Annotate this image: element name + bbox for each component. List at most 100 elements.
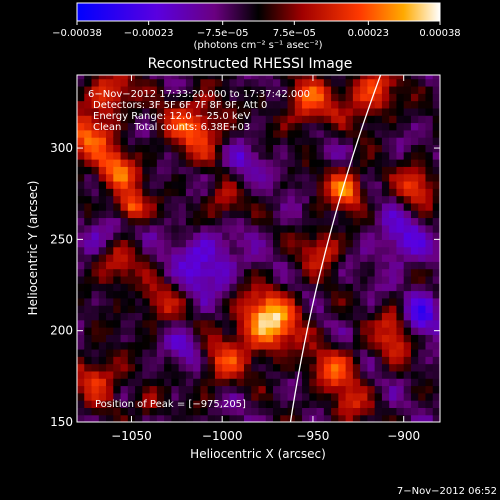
heatmap-cell bbox=[432, 348, 440, 357]
heatmap-cell bbox=[193, 378, 202, 387]
heatmap-cell bbox=[156, 100, 165, 109]
heatmap-cell bbox=[367, 188, 376, 197]
heatmap-cell bbox=[171, 275, 180, 284]
heatmap-cell bbox=[302, 400, 310, 408]
heatmap-cell bbox=[214, 115, 223, 124]
heatmap-cell bbox=[432, 297, 440, 306]
heatmap-cell bbox=[418, 137, 427, 145]
heatmap-cell bbox=[91, 137, 100, 145]
heatmap-cell bbox=[425, 400, 434, 408]
heatmap-cell bbox=[273, 144, 281, 153]
heatmap-cell bbox=[316, 348, 325, 357]
heatmap-cell bbox=[84, 151, 93, 160]
heatmap-cell bbox=[127, 224, 136, 233]
heatmap-cell bbox=[410, 327, 419, 335]
heatmap-cell bbox=[302, 261, 310, 270]
heatmap-cell bbox=[200, 129, 209, 138]
heatmap-cell bbox=[331, 268, 339, 277]
heatmap-cell bbox=[222, 246, 231, 255]
heatmap-cell bbox=[120, 217, 129, 226]
heatmap-cell bbox=[251, 400, 260, 408]
heatmap-cell bbox=[178, 268, 187, 277]
heatmap-cell bbox=[265, 305, 274, 314]
heatmap-cell bbox=[98, 327, 107, 335]
heatmap-cell bbox=[302, 195, 310, 204]
heatmap-cell bbox=[309, 173, 318, 182]
heatmap-cell bbox=[273, 283, 281, 292]
heatmap-cell bbox=[389, 312, 398, 321]
heatmap-cell bbox=[338, 312, 347, 321]
heatmap-cell bbox=[360, 173, 368, 182]
heatmap-cell bbox=[360, 385, 368, 394]
heatmap-cell bbox=[432, 290, 440, 299]
heatmap-cell bbox=[396, 370, 405, 379]
heatmap-cell bbox=[403, 93, 412, 102]
heatmap-cell bbox=[84, 319, 93, 328]
heatmap-cell bbox=[396, 239, 405, 248]
heatmap-cell bbox=[265, 407, 274, 416]
heatmap-cell bbox=[98, 239, 107, 248]
heatmap-cell bbox=[287, 283, 296, 292]
heatmap-cell bbox=[214, 202, 223, 211]
heatmap-cell bbox=[273, 290, 281, 299]
heatmap-cell bbox=[251, 348, 260, 357]
heatmap-cell bbox=[302, 137, 310, 145]
heatmap-cell bbox=[374, 261, 383, 270]
heatmap-cell bbox=[331, 414, 339, 422]
heatmap-cell bbox=[403, 363, 412, 372]
heatmap-cell bbox=[98, 166, 107, 175]
heatmap-cell bbox=[91, 348, 100, 357]
heatmap-cell bbox=[273, 195, 281, 204]
heatmap-cell bbox=[156, 202, 165, 211]
heatmap-cell bbox=[164, 144, 172, 153]
heatmap-cell bbox=[410, 122, 419, 131]
heatmap-cell bbox=[127, 239, 136, 248]
heatmap-cell bbox=[287, 319, 296, 328]
heatmap-cell bbox=[171, 327, 180, 335]
heatmap-cell bbox=[374, 327, 383, 335]
heatmap-cell bbox=[287, 129, 296, 138]
heatmap-cell bbox=[243, 224, 252, 233]
heatmap-cell bbox=[287, 246, 296, 255]
heatmap-cell bbox=[418, 253, 427, 262]
heatmap-cell bbox=[273, 400, 281, 408]
heatmap-cell bbox=[171, 100, 180, 109]
heatmap-cell bbox=[265, 232, 274, 240]
heatmap-cell bbox=[258, 327, 267, 335]
heatmap-cell bbox=[120, 290, 129, 299]
heatmap-cell bbox=[287, 122, 296, 131]
heatmap-cell bbox=[243, 305, 252, 314]
heatmap-cell bbox=[149, 400, 158, 408]
heatmap-cell bbox=[178, 239, 187, 248]
heatmap-cell bbox=[229, 129, 238, 138]
heatmap-cell bbox=[287, 385, 296, 394]
heatmap-cell bbox=[432, 392, 440, 401]
heatmap-cell bbox=[91, 202, 100, 211]
heatmap-cell bbox=[273, 188, 281, 197]
heatmap-cell bbox=[243, 275, 252, 284]
heatmap-cell bbox=[432, 159, 440, 167]
heatmap-cell bbox=[193, 305, 202, 314]
heatmap-cell bbox=[149, 275, 158, 284]
heatmap-cell bbox=[142, 327, 151, 335]
heatmap-cell bbox=[113, 312, 122, 321]
heatmap-cell bbox=[410, 261, 419, 270]
heatmap-cell bbox=[214, 137, 223, 145]
heatmap-cell bbox=[425, 305, 434, 314]
heatmap-cell bbox=[251, 173, 260, 182]
heatmap-cell bbox=[273, 107, 281, 116]
heatmap-cell bbox=[214, 224, 223, 233]
heatmap-cell bbox=[222, 144, 231, 153]
heatmap-cell bbox=[236, 407, 245, 416]
heatmap-cell bbox=[236, 275, 245, 284]
heatmap-cell bbox=[164, 268, 172, 277]
heatmap-cell bbox=[316, 78, 325, 87]
heatmap-cell bbox=[142, 210, 151, 219]
heatmap-cell bbox=[316, 224, 325, 233]
heatmap-cell bbox=[323, 210, 332, 219]
heatmap-cell bbox=[345, 239, 354, 248]
heatmap-cell bbox=[331, 144, 339, 153]
heatmap-cell bbox=[207, 378, 216, 387]
heatmap-cell bbox=[127, 392, 136, 401]
heatmap-cell bbox=[236, 217, 245, 226]
